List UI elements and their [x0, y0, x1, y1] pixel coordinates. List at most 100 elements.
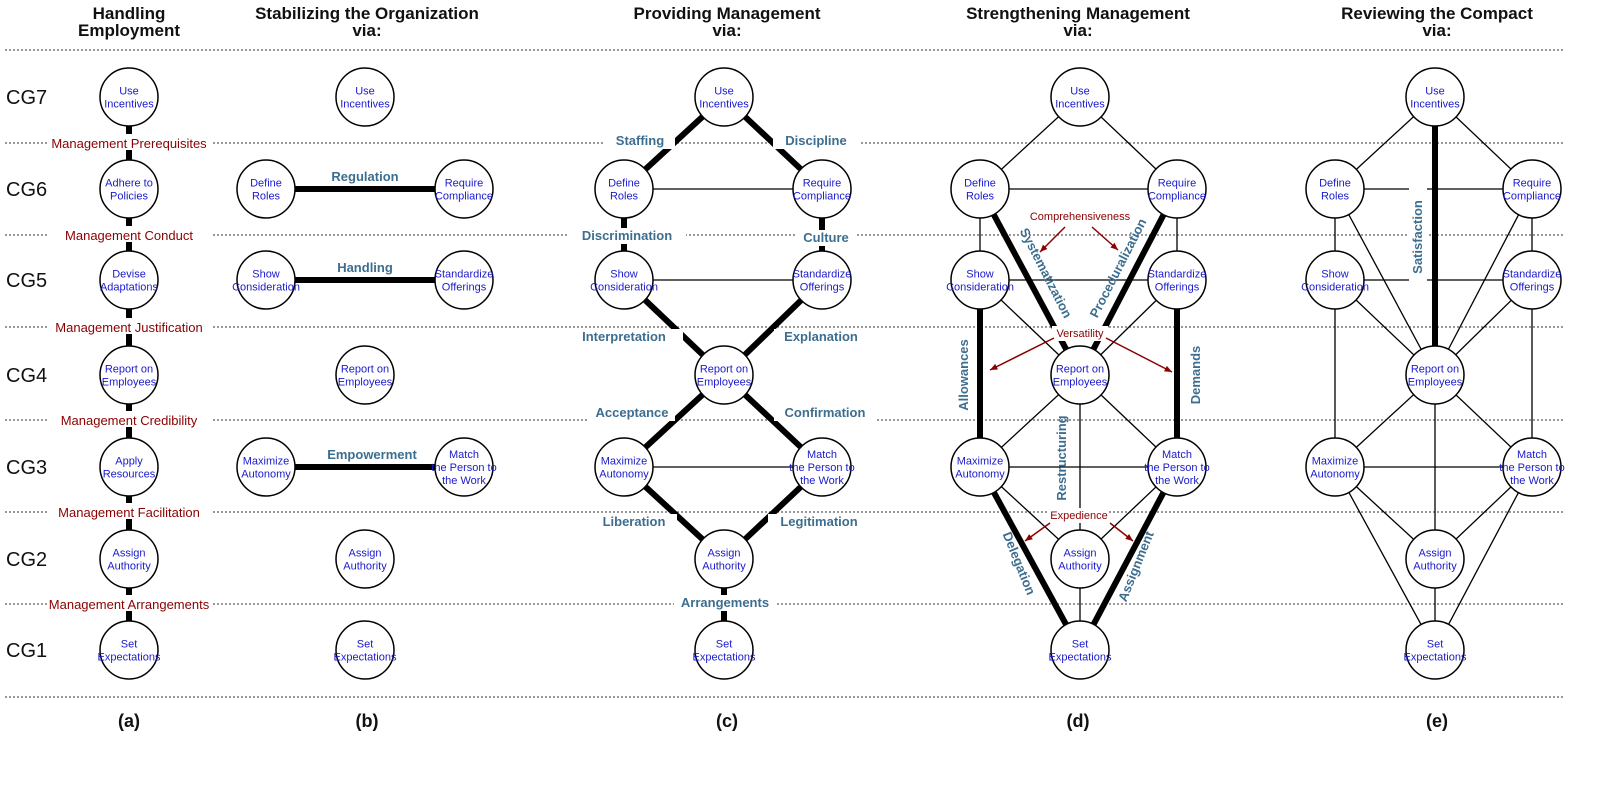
- column-title-e: Reviewing the Compact: [1341, 4, 1533, 23]
- node-apply: [99, 437, 159, 497]
- row-label-cg1: CG1: [6, 640, 47, 662]
- node-define-label: Roles: [252, 191, 281, 203]
- arrow-head: [1040, 244, 1048, 252]
- node-show-label: Show: [1321, 269, 1349, 281]
- link-label-comprehensiveness: Comprehensiveness: [1030, 211, 1131, 223]
- edge: [1077, 187, 1180, 377]
- node-devise: [99, 250, 159, 310]
- node-standardize-label: Standardize: [1503, 269, 1562, 281]
- node-show-label: Consideration: [946, 282, 1014, 294]
- node-use-label: Incentives: [1410, 99, 1460, 111]
- node-set: [1405, 620, 1465, 680]
- node-report-label: Employees: [1053, 377, 1108, 389]
- node-show: [594, 250, 654, 310]
- node-report: [694, 345, 754, 405]
- node-set: [694, 620, 754, 680]
- node-assign-label: Assign: [1418, 548, 1451, 560]
- label-bg: [47, 226, 211, 242]
- label-bg: [1052, 326, 1108, 341]
- node-set-label: Expectations: [1049, 652, 1112, 664]
- arrow-head: [1025, 534, 1033, 541]
- link-label-c: Interpretation: [582, 329, 666, 344]
- label-bg: [47, 318, 211, 334]
- node-require: [434, 159, 494, 219]
- node-use-label: Use: [355, 86, 375, 98]
- node-maximize-label: Maximize: [957, 456, 1003, 468]
- node-apply-label: Resources: [103, 469, 156, 481]
- node-show-label: Consideration: [1301, 282, 1369, 294]
- node-define-label: Define: [250, 178, 282, 190]
- node-require-label: Require: [1158, 178, 1197, 190]
- node-maximize: [1305, 437, 1365, 497]
- link-label-a: Management Prerequisites: [51, 136, 207, 151]
- node-assign-label: Authority: [107, 561, 151, 573]
- node-match-label: the Work: [442, 475, 486, 487]
- node-define-label: Roles: [610, 191, 639, 203]
- node-adhere-label: Policies: [110, 191, 148, 203]
- link-label-c: Confirmation: [785, 405, 866, 420]
- node-set-label: Expectations: [98, 652, 161, 664]
- arrow-line: [989, 337, 1055, 371]
- node-set-label: Set: [1072, 639, 1089, 651]
- node-define-label: Roles: [1321, 191, 1350, 203]
- node-require-label: Compliance: [435, 191, 493, 203]
- node-use-label: Incentives: [104, 99, 154, 111]
- node-standardize-label: Offerings: [1510, 282, 1555, 294]
- node-match: [1147, 437, 1207, 497]
- link-label-a: Management Credibility: [61, 413, 198, 428]
- node-maximize-label: Autonomy: [955, 469, 1005, 481]
- node-standardize: [434, 250, 494, 310]
- arrow-head: [1164, 365, 1172, 372]
- node-define: [594, 159, 654, 219]
- link-label-c: Explanation: [784, 329, 858, 344]
- node-assign-label: Assign: [112, 548, 145, 560]
- node-match-label: the Work: [1155, 475, 1199, 487]
- node-use-label: Use: [714, 86, 734, 98]
- node-assign: [1050, 529, 1110, 589]
- link-label-restructuring: Restructuring: [1054, 415, 1069, 500]
- node-show-label: Consideration: [590, 282, 658, 294]
- node-match: [1502, 437, 1562, 497]
- link-label-c: Discrimination: [582, 228, 672, 243]
- node-maximize: [594, 437, 654, 497]
- link-label-demands: Demands: [1188, 346, 1203, 405]
- label-bg: [774, 329, 868, 345]
- node-standardize: [1502, 250, 1562, 310]
- node-maximize-label: Autonomy: [241, 469, 291, 481]
- node-define: [236, 159, 296, 219]
- panel-label-d: (d): [1067, 711, 1090, 731]
- node-standardize-label: Standardize: [793, 269, 852, 281]
- node-standardize-label: Standardize: [1148, 269, 1207, 281]
- node-report: [1405, 345, 1465, 405]
- link-label-c: Arrangements: [681, 595, 769, 610]
- label-bg: [589, 405, 675, 421]
- label-bg: [591, 514, 677, 530]
- panel-label-c: (c): [716, 711, 738, 731]
- panel-label-e: (e): [1426, 711, 1448, 731]
- node-require: [792, 159, 852, 219]
- node-report-label: Employees: [697, 377, 752, 389]
- node-maximize-label: Autonomy: [599, 469, 649, 481]
- edge: [977, 465, 1083, 652]
- label-bg: [47, 503, 211, 519]
- node-match-label: Match: [1517, 449, 1547, 461]
- row-label-cg7: CG7: [6, 87, 47, 109]
- node-use-label: Use: [1425, 86, 1445, 98]
- link-label-a: Management Justification: [55, 320, 202, 335]
- node-assign: [694, 529, 754, 589]
- node-use-label: Incentives: [340, 99, 390, 111]
- node-report-label: Report on: [341, 364, 389, 376]
- edge: [1334, 466, 1436, 651]
- link-label-expedience: Expedience: [1050, 510, 1108, 522]
- node-match-label: the Person to: [1499, 462, 1564, 474]
- edge: [1434, 466, 1533, 651]
- node-define-label: Define: [608, 178, 640, 190]
- label-bg: [47, 411, 211, 427]
- node-assign-label: Assign: [707, 548, 740, 560]
- row-label-cg6: CG6: [6, 179, 47, 201]
- column-subtitle-c: via:: [712, 21, 741, 40]
- arrow-line: [1105, 337, 1173, 373]
- node-assign-label: Authority: [1058, 561, 1102, 573]
- arrow-head: [1125, 534, 1133, 541]
